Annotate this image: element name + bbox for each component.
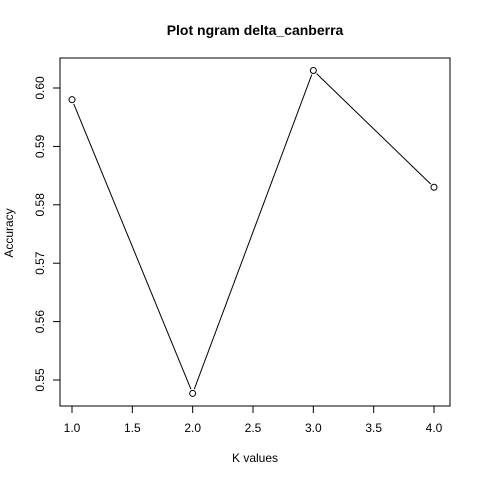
plot-frame: [59, 57, 451, 407]
y-tick-label: 0.59: [33, 134, 47, 158]
data-point: [189, 389, 197, 397]
chart-title: Plot ngram delta_canberra: [167, 22, 344, 38]
x-tick-label: 1.5: [124, 421, 141, 435]
y-tick-label: 0.55: [33, 368, 47, 392]
x-tick-label: 2.5: [245, 421, 262, 435]
data-point: [430, 183, 438, 191]
y-tick-label: 0.58: [33, 193, 47, 217]
x-axis-title: K values: [232, 451, 278, 465]
y-tick-label: 0.60: [33, 76, 47, 100]
x-tick-label: 4.0: [426, 421, 443, 435]
y-tick-label: 0.57: [33, 251, 47, 275]
y-axis-title: Accuracy: [2, 208, 16, 257]
data-point: [68, 96, 76, 104]
x-tick-label: 3.5: [365, 421, 382, 435]
y-axis: 0.55 0.56 0.57 0.58 0.59 0.60: [33, 76, 61, 392]
x-tick-label: 2.0: [184, 421, 201, 435]
x-axis: 1.0 1.5 2.0 2.5 3.0 3.5 4.0: [64, 405, 443, 435]
y-tick-label: 0.56: [33, 310, 47, 334]
data-point: [309, 66, 317, 74]
series-line-segment: [193, 74, 313, 390]
x-tick-label: 3.0: [305, 421, 322, 435]
series-accuracy: [68, 66, 438, 397]
x-tick-label: 1.0: [64, 421, 81, 435]
series-line-segment: [316, 73, 432, 185]
series-line-segment: [73, 103, 192, 390]
